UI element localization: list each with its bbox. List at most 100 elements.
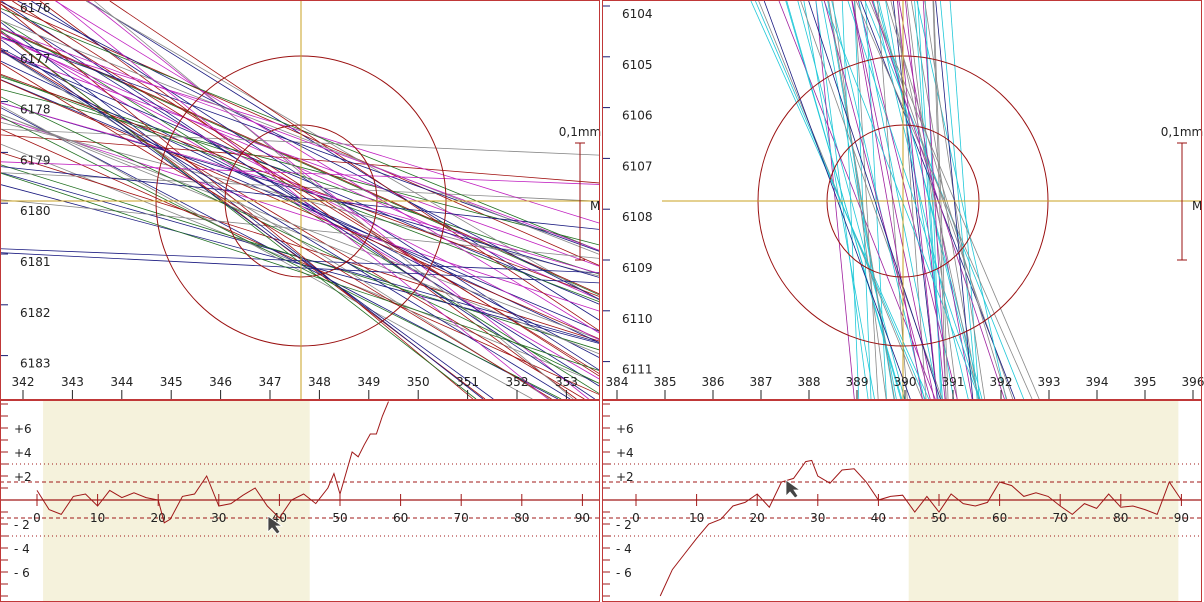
trace-line bbox=[39, 0, 577, 400]
trace-line bbox=[0, 117, 600, 312]
x-tick-label: 388 bbox=[798, 375, 821, 389]
left-profile: +6+4+2- 2- 4- 60 10 20 30 40 50 60 70 80 90 bbox=[0, 400, 600, 602]
marker-label: M bbox=[590, 199, 600, 213]
trace-line bbox=[851, 0, 935, 400]
trace-line bbox=[0, 184, 600, 344]
y-tick-label: - 4 bbox=[616, 542, 632, 556]
trace-line bbox=[31, 0, 600, 371]
trace-line bbox=[750, 0, 930, 400]
y-tick-label: 6181 bbox=[20, 255, 51, 269]
trace-line bbox=[0, 114, 600, 340]
trace-line bbox=[0, 116, 562, 400]
y-tick-label: +6 bbox=[14, 422, 32, 436]
trace-line bbox=[17, 0, 600, 300]
y-tick-label: 6105 bbox=[622, 58, 653, 72]
x-tick-label: 0 bbox=[632, 511, 640, 525]
x-tick-label: 40 bbox=[871, 511, 886, 525]
y-tick-label: +4 bbox=[616, 446, 634, 460]
trace-line bbox=[815, 0, 869, 400]
trace-line bbox=[803, 0, 875, 400]
y-tick-label: 6104 bbox=[622, 7, 653, 21]
y-tick-label: +6 bbox=[616, 422, 634, 436]
trace-line bbox=[933, 0, 949, 400]
trace-line bbox=[0, 128, 600, 156]
x-tick-label: 353 bbox=[555, 375, 578, 389]
marker-label: M bbox=[1192, 199, 1202, 213]
trace-line bbox=[56, 0, 549, 400]
trace-line bbox=[892, 0, 938, 400]
trace-line bbox=[851, 0, 923, 400]
profile-curve bbox=[36, 401, 389, 524]
trace-line bbox=[853, 0, 872, 400]
x-tick-label: 393 bbox=[1038, 375, 1061, 389]
plot-frame bbox=[0, 0, 600, 400]
trace-line bbox=[0, 88, 600, 246]
trace-line bbox=[0, 1, 600, 266]
y-tick-label: 6109 bbox=[622, 261, 653, 275]
trace-line bbox=[871, 0, 1005, 400]
trace-line bbox=[0, 3, 474, 400]
x-tick-label: 20 bbox=[750, 511, 765, 525]
trace-line bbox=[935, 0, 974, 400]
trace-line bbox=[827, 0, 895, 400]
trace-line bbox=[0, 164, 600, 351]
trace-line bbox=[0, 27, 600, 251]
y-tick-label: 6106 bbox=[622, 109, 653, 123]
x-tick-label: 30 bbox=[211, 511, 226, 525]
trace-line bbox=[0, 50, 550, 400]
x-tick-label: 394 bbox=[1086, 375, 1109, 389]
x-tick-label: 395 bbox=[1134, 375, 1157, 389]
evaluation-range bbox=[43, 401, 310, 601]
trace-line bbox=[0, 102, 600, 274]
y-tick-label: 6179 bbox=[20, 153, 51, 167]
x-tick-label: 343 bbox=[61, 375, 84, 389]
trace-line bbox=[854, 0, 879, 400]
x-tick-label: 80 bbox=[1113, 511, 1128, 525]
x-tick-label: 342 bbox=[12, 375, 35, 389]
trace-line bbox=[857, 0, 958, 400]
trace-line bbox=[886, 0, 1008, 400]
trace-line bbox=[898, 0, 973, 400]
y-tick-label: 6176 bbox=[20, 1, 51, 15]
trace-line bbox=[860, 0, 1016, 400]
trace-line bbox=[808, 0, 941, 400]
trace-line bbox=[815, 0, 855, 400]
trace-line bbox=[0, 121, 600, 277]
x-tick-label: 60 bbox=[992, 511, 1007, 525]
x-tick-label: 386 bbox=[702, 375, 725, 389]
trace-line bbox=[0, 172, 600, 371]
trace-line bbox=[0, 36, 600, 300]
trace-line bbox=[55, 0, 600, 334]
trace-line bbox=[0, 128, 600, 395]
x-tick-label: 80 bbox=[514, 511, 529, 525]
trace-line bbox=[823, 0, 980, 400]
trace-line bbox=[0, 161, 600, 185]
y-tick-label: - 2 bbox=[616, 518, 632, 532]
trace-line bbox=[847, 0, 981, 400]
trace-line bbox=[0, 73, 600, 297]
x-tick-label: 387 bbox=[750, 375, 773, 389]
trace-line bbox=[0, 79, 600, 340]
x-tick-label: 345 bbox=[160, 375, 183, 389]
plot-frame bbox=[602, 0, 1202, 400]
trace-line bbox=[897, 0, 938, 400]
y-tick-label: 6180 bbox=[20, 204, 51, 218]
y-tick-label: 6108 bbox=[622, 210, 653, 224]
trace-line bbox=[786, 0, 902, 400]
trace-line bbox=[0, 248, 600, 274]
x-tick-label: 392 bbox=[990, 375, 1013, 389]
y-tick-label: - 4 bbox=[14, 542, 30, 556]
trace-line bbox=[821, 0, 897, 400]
mouse-cursor-icon bbox=[267, 515, 284, 535]
trace-line bbox=[0, 32, 600, 341]
x-tick-label: 390 bbox=[894, 375, 917, 389]
x-tick-label: 90 bbox=[575, 511, 590, 525]
trace-line bbox=[0, 152, 600, 342]
trace-line bbox=[763, 0, 911, 400]
trace-line bbox=[0, 96, 600, 384]
trace-line bbox=[932, 0, 947, 400]
y-tick-label: - 6 bbox=[14, 566, 30, 580]
scale-label: 0,1mm bbox=[1161, 125, 1203, 139]
y-tick-label: 6111 bbox=[622, 363, 653, 377]
evaluation-range bbox=[908, 401, 1179, 601]
